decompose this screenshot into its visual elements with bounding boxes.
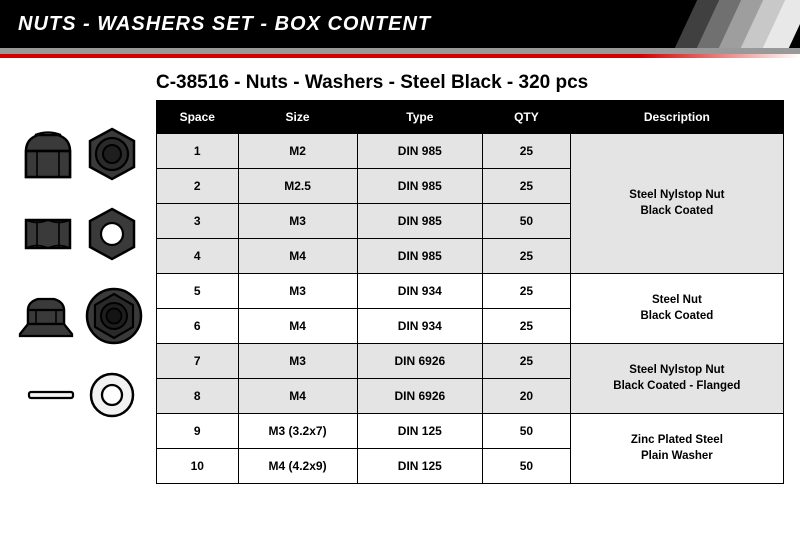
cell-size: M4 [238,379,357,414]
table-row: 1M2DIN 98525Steel Nylstop NutBlack Coate… [157,134,784,169]
cell-space: 9 [157,414,239,449]
cell-size: M2.5 [238,169,357,204]
content-area: C-38516 - Nuts - Washers - Steel Black -… [0,58,800,484]
table-column: C-38516 - Nuts - Washers - Steel Black -… [156,72,784,484]
header-title: NUTS - WASHERS SET - BOX CONTENT [18,13,431,36]
cell-qty: 25 [483,344,571,379]
cell-space: 1 [157,134,239,169]
cell-space: 4 [157,239,239,274]
cell-type: DIN 985 [357,134,482,169]
cell-space: 2 [157,169,239,204]
cell-qty: 25 [483,274,571,309]
cell-size: M3 [238,344,357,379]
cell-type: DIN 985 [357,169,482,204]
col-type: Type [357,101,482,134]
product-title: C-38516 - Nuts - Washers - Steel Black -… [156,72,784,94]
cell-qty: 25 [483,309,571,344]
cell-description: Steel NutBlack Coated [570,274,783,344]
cell-qty: 50 [483,414,571,449]
col-desc: Description [570,101,783,134]
header-slashes [668,0,800,48]
hex-nut-icon [14,206,146,262]
cell-space: 5 [157,274,239,309]
cell-size: M2 [238,134,357,169]
cell-space: 3 [157,204,239,239]
cell-type: DIN 125 [357,414,482,449]
cell-space: 7 [157,344,239,379]
cell-description: Zinc Plated SteelPlain Washer [570,414,783,484]
cell-description: Steel Nylstop NutBlack Coated [570,134,783,274]
cell-type: DIN 125 [357,449,482,484]
cell-type: DIN 934 [357,274,482,309]
cell-size: M4 [238,239,357,274]
images-column [0,72,156,420]
table-header-row: Space Size Type QTY Description [157,101,784,134]
cell-description: Steel Nylstop NutBlack Coated - Flanged [570,344,783,414]
cell-size: M3 [238,274,357,309]
cell-space: 8 [157,379,239,414]
col-space: Space [157,101,239,134]
cell-qty: 20 [483,379,571,414]
cell-type: DIN 6926 [357,344,482,379]
cell-qty: 25 [483,239,571,274]
cell-qty: 50 [483,449,571,484]
cell-type: DIN 985 [357,239,482,274]
cell-size: M4 (4.2x9) [238,449,357,484]
cell-type: DIN 934 [357,309,482,344]
cell-size: M3 (3.2x7) [238,414,357,449]
table-row: 5M3DIN 93425Steel NutBlack Coated [157,274,784,309]
table-body: 1M2DIN 98525Steel Nylstop NutBlack Coate… [157,134,784,484]
flanged-nut-icon [14,286,146,346]
table-row: 9M3 (3.2x7)DIN 12550Zinc Plated SteelPla… [157,414,784,449]
cell-qty: 50 [483,204,571,239]
col-qty: QTY [483,101,571,134]
table-row: 7M3DIN 692625Steel Nylstop NutBlack Coat… [157,344,784,379]
cell-qty: 25 [483,134,571,169]
cell-size: M3 [238,204,357,239]
cell-space: 6 [157,309,239,344]
cell-qty: 25 [483,169,571,204]
cell-space: 10 [157,449,239,484]
nylstop-nut-icon [14,126,146,182]
cell-type: DIN 6926 [357,379,482,414]
contents-table: Space Size Type QTY Description 1M2DIN 9… [156,100,784,484]
header-band: NUTS - WASHERS SET - BOX CONTENT [0,0,800,48]
cell-type: DIN 985 [357,204,482,239]
cell-size: M4 [238,309,357,344]
col-size: Size [238,101,357,134]
washer-icon [14,370,146,420]
